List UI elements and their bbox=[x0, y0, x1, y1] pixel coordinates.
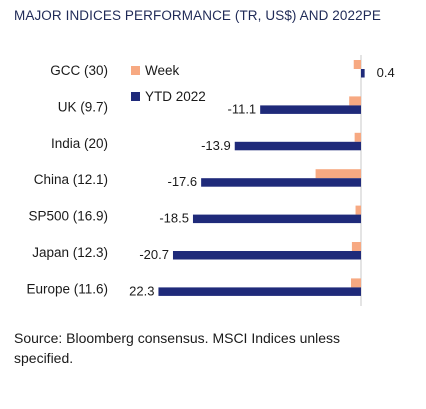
legend-swatch bbox=[131, 92, 140, 101]
week-bar bbox=[355, 205, 361, 215]
chart-legend: Week YTD 2022 bbox=[131, 63, 206, 104]
legend-label: YTD 2022 bbox=[145, 89, 206, 104]
value-label: -13.9 bbox=[201, 138, 231, 153]
labels-layer: GCC (30) 0.4 UK (9.7) -11.1 India (20) -13.9 C… bbox=[26, 63, 394, 298]
chart-title: MAJOR INDICES PERFORMANCE (TR, US$) AND … bbox=[14, 8, 381, 23]
ytd-bar bbox=[361, 69, 365, 78]
value-label: -11.1 bbox=[228, 101, 257, 116]
category-label: Europe (11.6) bbox=[26, 281, 108, 296]
week-bar bbox=[351, 278, 361, 288]
category-label: SP500 (16.9) bbox=[28, 209, 108, 224]
week-bar bbox=[353, 60, 361, 69]
legend-label: Week bbox=[145, 63, 180, 78]
value-label: 0.4 bbox=[377, 65, 395, 80]
bar-chart: GCC (30) 0.4 UK (9.7) -11.1 India (20) -13.9 C… bbox=[26, 55, 395, 306]
category-label: UK (9.7) bbox=[58, 99, 108, 114]
ytd-bar bbox=[201, 178, 361, 187]
ytd-bar bbox=[192, 214, 361, 224]
value-label: -20.7 bbox=[139, 247, 169, 262]
category-label: China (12.1) bbox=[34, 172, 108, 187]
ytd-bar bbox=[158, 287, 361, 296]
category-label: Japan (12.3) bbox=[32, 245, 108, 260]
ytd-bar bbox=[172, 251, 361, 260]
source-note: Source: Bloomberg consensus. MSCI Indice… bbox=[14, 330, 341, 366]
ytd-bar bbox=[260, 105, 361, 114]
week-bar bbox=[315, 169, 361, 179]
category-label: GCC (30) bbox=[50, 63, 108, 78]
value-label: -17.6 bbox=[167, 174, 197, 189]
week-bar bbox=[351, 242, 361, 251]
category-label: India (20) bbox=[51, 136, 108, 151]
ytd-bar bbox=[234, 141, 361, 151]
week-bar bbox=[354, 132, 361, 142]
week-bar bbox=[349, 96, 361, 106]
value-label: -18.5 bbox=[159, 211, 189, 226]
value-label: 22.3 bbox=[129, 283, 154, 298]
bars-layer bbox=[158, 60, 365, 296]
legend-swatch bbox=[131, 66, 140, 75]
